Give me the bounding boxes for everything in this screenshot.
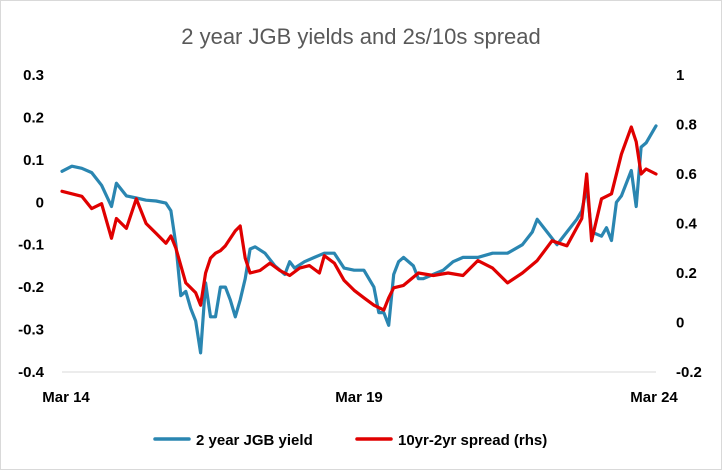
chart-title: 2 year JGB yields and 2s/10s spread [181, 24, 541, 49]
right-tick-label: -0.2 [676, 364, 702, 381]
left-tick-label: -0.4 [18, 364, 45, 381]
left-tick-label: -0.1 [18, 237, 44, 254]
left-tick-label: 0.1 [23, 152, 44, 169]
left-tick-label: 0.3 [23, 67, 44, 84]
left-tick-label: 0 [36, 194, 44, 211]
x-tick-label: Mar 24 [630, 389, 678, 406]
right-tick-label: 0.2 [676, 265, 697, 282]
x-tick-label: Mar 14 [42, 389, 90, 406]
legend-label: 10yr-2yr spread (rhs) [398, 432, 547, 449]
right-tick-label: 0.6 [676, 166, 697, 183]
left-tick-label: -0.3 [18, 322, 44, 339]
right-tick-label: 1 [676, 67, 684, 84]
right-tick-label: 0.8 [676, 117, 697, 134]
right-axis-ticks: 1 0.8 0.6 0.4 0.2 0 -0.2 [676, 67, 702, 381]
x-tick-label: Mar 19 [335, 389, 383, 406]
legend: 2 year JGB yield 10yr-2yr spread (rhs) [153, 432, 547, 449]
legend-label: 2 year JGB yield [196, 432, 313, 449]
right-tick-label: 0 [676, 315, 684, 332]
right-tick-label: 0.4 [676, 216, 698, 233]
x-axis-ticks: Mar 14 Mar 19 Mar 24 [42, 389, 678, 406]
left-tick-label: 0.2 [23, 109, 44, 126]
left-tick-label: -0.2 [18, 279, 44, 296]
left-axis-ticks: 0.3 0.2 0.1 0 -0.1 -0.2 -0.3 -0.4 [18, 67, 45, 381]
series-lines [60, 124, 658, 355]
series-line-10yr-2yr-spread [60, 125, 658, 312]
